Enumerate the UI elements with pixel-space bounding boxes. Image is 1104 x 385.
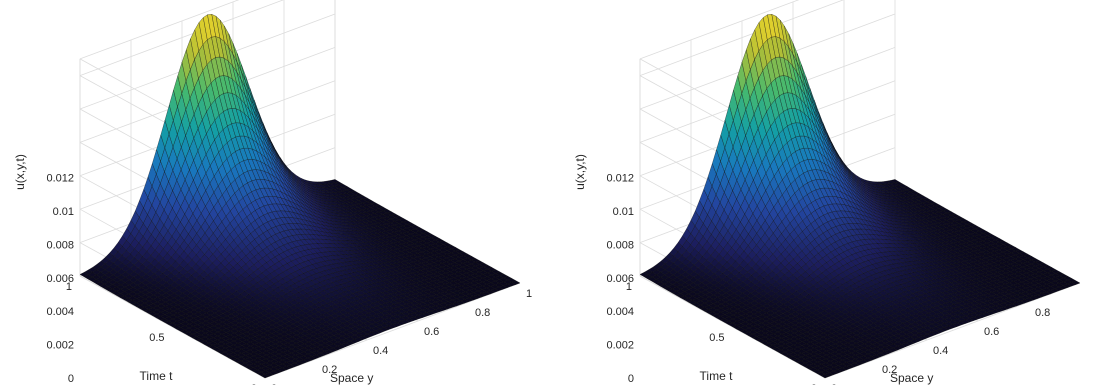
y-tick-label: 0.2	[322, 364, 337, 376]
y-tick-label: 1	[526, 288, 532, 300]
y-tick-label: 0.4	[373, 345, 388, 357]
z-axis-label: u(x,y,t)	[13, 154, 27, 190]
z-tick-label: 0.004	[46, 306, 74, 318]
surface-mesh	[79, 14, 521, 379]
surface-mesh	[639, 14, 1081, 379]
z-tick-label: 0.012	[46, 173, 74, 185]
z-tick-label: 0.006	[46, 273, 74, 285]
x-tick-label: 1	[66, 281, 72, 293]
x-tick-label: 0	[251, 383, 257, 385]
axis-labels: Time t Space y u(x,y,t)	[13, 154, 373, 385]
surface-plot-right: 00.0020.0040.0060.0080.010.01200.5100.20…	[573, 0, 1081, 385]
y-tick-label: 0.6	[424, 326, 439, 338]
z-tick-label: 0.008	[46, 239, 74, 251]
y-tick-label: 0.8	[475, 307, 490, 319]
z-tick-label: 0.01	[53, 206, 74, 218]
y-tick-label: 0	[271, 383, 277, 385]
surface-patch	[330, 179, 340, 183]
z-tick-label: 0	[68, 373, 74, 385]
surface-plot-left: 0 0.002 0.004 0.006 0.008 0.01 0.012 0 0.5 1 0 0.2 0…	[13, 0, 532, 385]
tick-labels: 0 0.002 0.004 0.006 0.008 0.01 0.012 0 0.5 1 0 0.2 0…	[46, 173, 532, 385]
z-tick-label: 0.002	[46, 340, 74, 352]
x-tick-label: 0.5	[149, 332, 164, 344]
y-axis-label: Space y	[330, 371, 373, 385]
x-axis-label: Time t	[140, 369, 174, 383]
